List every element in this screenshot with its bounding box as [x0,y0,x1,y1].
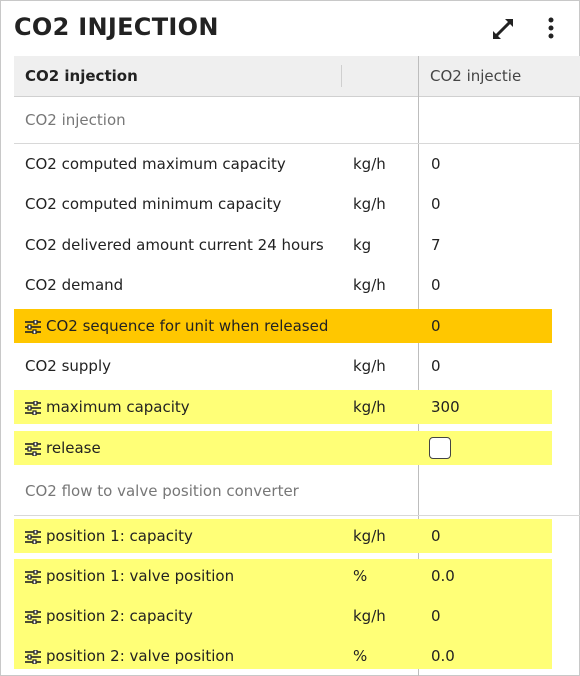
panel-title: CO2 INJECTION [14,13,219,41]
row-unit: kg/h [353,398,386,416]
sliders-icon [25,400,41,416]
row-unit: % [353,567,368,585]
row-label: CO2 supply [25,357,112,375]
section-title-co2-injection: CO2 injection [25,111,126,129]
row-value[interactable]: 0 [431,527,441,545]
row-value: 0 [431,155,441,173]
table-row-setting[interactable]: position 2: capacity kg/h 0 [14,599,552,641]
row-label: CO2 demand [25,276,124,294]
table-row-setting[interactable]: release [14,431,552,465]
table-header: CO2 injection CO2 injectie [14,56,580,97]
row-label: maximum capacity [46,398,190,416]
sliders-icon [25,649,41,665]
row-unit: kg/h [353,607,386,625]
table-row-setting[interactable]: position 1: capacity kg/h 0 [14,519,552,553]
row-value: 0 [431,276,441,294]
row-unit: kg [353,236,372,254]
section-title-valve-converter: CO2 flow to valve position converter [25,482,299,500]
row-value[interactable]: 300 [431,398,460,416]
value-column-divider [418,56,419,676]
row-unit: kg/h [353,155,386,173]
row-label: position 1: valve position [46,567,235,585]
expand-icon[interactable] [489,15,517,43]
column-divider[interactable] [341,65,342,87]
table-row-setting[interactable]: position 2: valve position % 0.0 [14,639,552,669]
section-divider [14,515,580,516]
column-header-value: CO2 injectie [430,67,522,85]
sliders-icon [25,529,41,545]
row-value: 7 [431,236,441,254]
row-value[interactable]: 0.0 [431,567,455,585]
row-value[interactable]: 0.0 [431,647,455,665]
row-label: position 2: capacity [46,607,193,625]
row-unit: kg/h [353,195,386,213]
row-unit: kg/h [353,357,386,375]
row-label: release [46,439,101,457]
more-vert-icon[interactable] [539,15,563,43]
row-value[interactable]: 0 [431,317,441,335]
row-label: CO2 computed maximum capacity [25,155,286,173]
row-label: position 1: capacity [46,527,193,545]
release-checkbox[interactable] [429,437,451,459]
table-row-setting[interactable]: maximum capacity kg/h 300 [14,390,552,424]
row-label: position 2: valve position [46,647,235,665]
row-unit: kg/h [353,527,386,545]
row-unit: % [353,647,368,665]
table-row-setting-highlighted[interactable]: CO2 sequence for unit when released 0 [14,309,552,343]
row-value[interactable]: 0 [431,607,441,625]
row-value: 0 [431,195,441,213]
column-header-name: CO2 injection [25,67,138,85]
table-row-setting[interactable]: position 1: valve position % 0.0 [14,559,552,601]
sliders-icon [25,319,41,335]
sliders-icon [25,569,41,585]
section-divider [14,143,580,144]
row-label: CO2 delivered amount current 24 hours [25,236,324,254]
row-value: 0 [431,357,441,375]
sliders-icon [25,441,41,457]
row-label: CO2 computed minimum capacity [25,195,282,213]
row-label: CO2 sequence for unit when released [46,317,329,335]
sliders-icon [25,609,41,625]
row-unit: kg/h [353,276,386,294]
